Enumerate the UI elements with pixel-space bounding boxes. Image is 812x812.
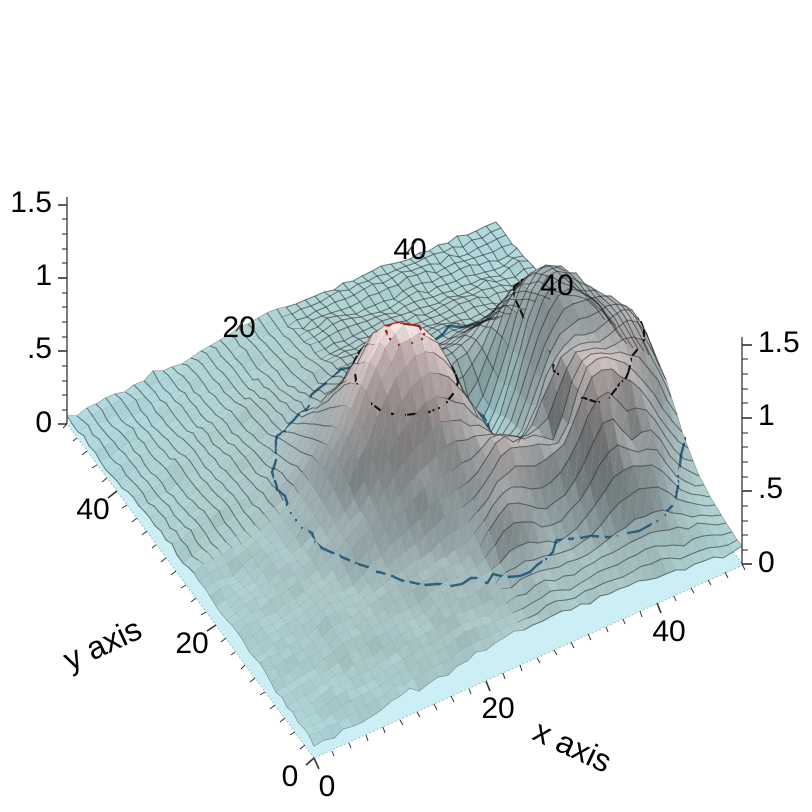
svg-text:1.5: 1.5: [10, 186, 52, 219]
svg-text:.5: .5: [27, 332, 52, 365]
svg-text:40: 40: [652, 615, 685, 648]
svg-text:40: 40: [540, 269, 573, 302]
svg-text:20: 20: [481, 692, 514, 725]
svg-text:1: 1: [35, 259, 52, 292]
svg-text:.5: .5: [758, 472, 783, 505]
svg-text:40: 40: [76, 493, 109, 526]
svg-text:0: 0: [35, 406, 52, 439]
svg-text:0: 0: [282, 760, 299, 793]
svg-text:0: 0: [319, 770, 336, 803]
svg-text:20: 20: [175, 627, 208, 660]
svg-text:1: 1: [758, 399, 775, 432]
svg-text:1.5: 1.5: [758, 326, 800, 359]
svg-text:0: 0: [758, 546, 775, 579]
